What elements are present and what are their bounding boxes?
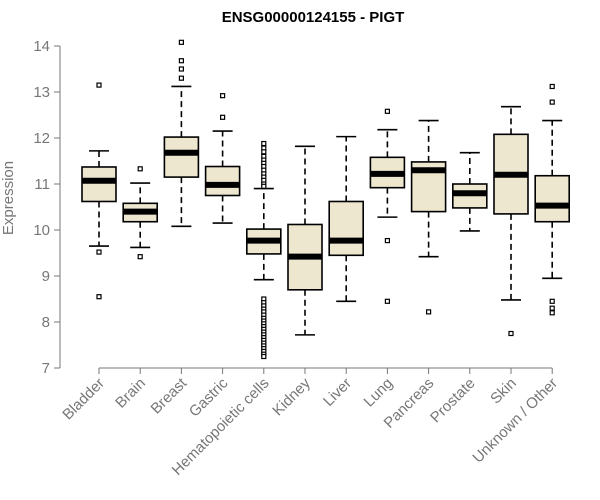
chart-title: ENSG00000124155 - PIGT bbox=[222, 9, 405, 26]
outlier-point bbox=[96, 82, 102, 88]
outlier-point bbox=[549, 298, 555, 304]
x-tick-label: Brain bbox=[112, 375, 149, 412]
y-tick-label: 13 bbox=[33, 84, 50, 101]
iqr-box bbox=[204, 165, 241, 197]
iqr-box bbox=[534, 174, 571, 223]
x-tick-label: Lung bbox=[361, 375, 397, 411]
outlier-point bbox=[96, 249, 102, 255]
outlier-point bbox=[549, 99, 555, 105]
box-prostate bbox=[451, 151, 488, 232]
box-bladder bbox=[81, 82, 117, 300]
outlier-point bbox=[261, 183, 267, 189]
outlier-point bbox=[261, 149, 267, 155]
outlier-point bbox=[549, 305, 555, 311]
x-tick-label: Liver bbox=[320, 375, 355, 410]
outlier-point bbox=[220, 93, 226, 99]
outlier-point bbox=[384, 108, 390, 114]
box-skin bbox=[493, 105, 529, 337]
box-pancreas bbox=[410, 119, 447, 315]
outlier-point bbox=[384, 237, 390, 244]
x-tick-label: Breast bbox=[148, 374, 191, 417]
outlier-point bbox=[220, 114, 226, 120]
box-liver bbox=[328, 135, 365, 303]
x-tick-label: Bladder bbox=[59, 375, 108, 424]
boxes bbox=[81, 39, 571, 360]
box-hematopoietic-cells bbox=[246, 140, 282, 360]
outlier-point bbox=[508, 330, 514, 337]
iqr-box bbox=[81, 166, 117, 203]
box-kidney bbox=[287, 145, 323, 336]
box-gastric bbox=[204, 93, 241, 224]
x-tick-label: Skin bbox=[487, 375, 520, 408]
x-tick-label: Prostate bbox=[427, 375, 479, 427]
outlier-point bbox=[178, 58, 184, 64]
outlier-point bbox=[426, 309, 432, 315]
y-axis-label: Expression bbox=[0, 161, 17, 235]
y-tick-label: 7 bbox=[42, 360, 50, 377]
box-lung bbox=[369, 108, 406, 304]
y-tick-label: 11 bbox=[34, 176, 50, 193]
y-tick-label: 8 bbox=[42, 314, 50, 331]
outlier-point bbox=[96, 294, 102, 300]
outlier-point bbox=[178, 39, 184, 45]
y-tick-label: 9 bbox=[42, 268, 50, 285]
x-tick-label: Kidney bbox=[269, 374, 314, 419]
outlier-point bbox=[261, 353, 267, 360]
box-breast bbox=[163, 39, 200, 228]
box-unknown-other bbox=[534, 83, 571, 316]
outlier-point bbox=[549, 83, 555, 90]
y-tick-label: 10 bbox=[33, 222, 50, 239]
outlier-point bbox=[549, 310, 555, 316]
box-brain bbox=[122, 166, 158, 260]
outlier-point bbox=[178, 75, 184, 81]
outlier-point bbox=[384, 298, 390, 304]
outlier-point bbox=[137, 254, 143, 260]
iqr-box bbox=[163, 136, 200, 178]
outlier-point bbox=[261, 140, 267, 147]
iqr-box bbox=[328, 200, 365, 257]
y-tick-label: 12 bbox=[33, 130, 50, 147]
outlier-point bbox=[137, 166, 143, 172]
y-tick-label: 14 bbox=[33, 38, 50, 55]
outlier-point bbox=[178, 66, 184, 72]
y-axis: 7 8 9 10 11 12 13 14 bbox=[33, 38, 61, 377]
